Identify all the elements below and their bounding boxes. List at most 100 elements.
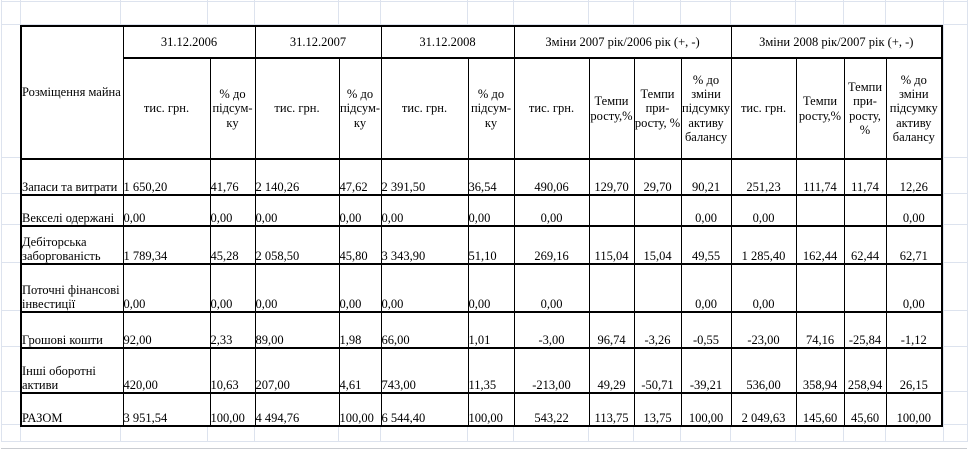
data-cell: 536,00 [730, 347, 797, 394]
data-cell: 10,63 [209, 347, 256, 394]
asset-structure-table: Розміщення майна 31.12.2006 31.12.2007 3… [20, 25, 944, 427]
data-cell: 4 494,76 [254, 392, 340, 427]
data-cell: 13,75 [633, 392, 682, 427]
data-cell: 0,00 [380, 263, 469, 313]
data-cell: 269,16 [513, 225, 590, 265]
subheader-cell: % до підсум-ку [467, 57, 515, 160]
data-cell: -213,00 [513, 347, 590, 394]
data-cell: 0,00 [885, 263, 943, 313]
data-cell: 0,00 [467, 263, 515, 313]
data-cell: 11,35 [467, 347, 515, 394]
data-cell: 0,00 [467, 194, 515, 227]
data-cell: 0,00 [209, 194, 256, 227]
table-row: РАЗОМ 3 951,54 100,00 4 494,76 100,00 6 544,4… [20, 392, 943, 427]
data-cell [795, 194, 845, 227]
data-cell: -50,71 [633, 347, 682, 394]
data-cell: -3,26 [633, 311, 682, 349]
data-cell [633, 263, 682, 313]
row-label: РАЗОМ [20, 392, 124, 427]
data-cell: 2 058,50 [254, 225, 340, 265]
data-cell: 490,06 [513, 158, 590, 196]
data-cell: 1,01 [467, 311, 515, 349]
data-cell: 2 049,63 [730, 392, 797, 427]
subheader-cell: тис. грн. [513, 57, 590, 160]
data-cell: 0,00 [513, 263, 590, 313]
data-cell: 49,29 [588, 347, 635, 394]
subheader-cell: % до зміни підсумку активу балансу [680, 57, 732, 160]
data-cell: 111,74 [795, 158, 845, 196]
data-cell: -3,00 [513, 311, 590, 349]
data-cell: 0,00 [885, 194, 943, 227]
data-cell: -0,55 [680, 311, 732, 349]
table-row: Векселі одержані 0,00 0,00 0,00 0,00 0,00 0,00… [20, 194, 943, 227]
data-cell: 0,00 [338, 263, 382, 313]
data-cell: 26,15 [885, 347, 943, 394]
data-cell [588, 194, 635, 227]
subheader-cell: % до підсум-ку [338, 57, 382, 160]
table-row: Інші оборотні активи 420,00 10,63 207,00 4,6… [20, 347, 943, 394]
data-cell: 2 140,26 [254, 158, 340, 196]
data-cell: 2,33 [209, 311, 256, 349]
data-cell: 113,75 [588, 392, 635, 427]
row-label: Запаси та витрати [20, 158, 124, 196]
data-cell: 6 544,40 [380, 392, 469, 427]
table-row: Грошові кошти 92,00 2,33 89,00 1,98 66,00 1,01… [20, 311, 943, 349]
table-row: Дебіторська заборгованість 1 789,34 45,28 2… [20, 225, 943, 265]
data-cell: 47,62 [338, 158, 382, 196]
data-cell [843, 263, 887, 313]
data-cell: 90,21 [680, 158, 732, 196]
header-group-2006: 31.12.2006 [122, 25, 256, 59]
data-cell: 0,00 [122, 263, 211, 313]
row-label: Грошові кошти [20, 311, 124, 349]
subheader-cell: % до зміни підсумку активу балансу [885, 57, 943, 160]
data-cell: 92,00 [122, 311, 211, 349]
row-label: Поточні фінансові інвестиції [20, 263, 124, 313]
corner-header-cell: Розміщення майна [20, 25, 124, 160]
data-cell: 89,00 [254, 311, 340, 349]
subheader-cell: тис. грн. [380, 57, 469, 160]
header-group-change-2007-2006: Зміни 2007 рік/2006 рік (+, -) [513, 25, 732, 59]
subheader-cell: Темпи росту,% [795, 57, 845, 160]
data-cell: 0,00 [254, 263, 340, 313]
data-cell [795, 263, 845, 313]
data-cell: 251,23 [730, 158, 797, 196]
data-cell: 15,04 [633, 225, 682, 265]
data-cell: 66,00 [380, 311, 469, 349]
data-cell: 41,76 [209, 158, 256, 196]
data-cell: 100,00 [680, 392, 732, 427]
data-cell: 0,00 [209, 263, 256, 313]
header-group-change-2008-2007: Зміни 2008 рік/2007 рік (+, -) [730, 25, 943, 59]
data-cell: 0,00 [338, 194, 382, 227]
data-cell: 51,10 [467, 225, 515, 265]
subheader-cell: % до підсум-ку [209, 57, 256, 160]
data-cell [843, 194, 887, 227]
data-cell: 100,00 [338, 392, 382, 427]
data-cell: 145,60 [795, 392, 845, 427]
data-cell: 74,16 [795, 311, 845, 349]
data-cell [588, 263, 635, 313]
data-cell: 162,44 [795, 225, 845, 265]
data-cell: 100,00 [467, 392, 515, 427]
data-cell: 4,61 [338, 347, 382, 394]
row-label: Інші оборотні активи [20, 347, 124, 394]
data-cell: 36,54 [467, 158, 515, 196]
data-cell: 0,00 [254, 194, 340, 227]
data-cell: 49,55 [680, 225, 732, 265]
subheader-cell: Темпи при-росту, % [843, 57, 887, 160]
data-cell: -1,12 [885, 311, 943, 349]
table-row: Запаси та витрати 1 650,20 41,76 2 140,26 47… [20, 158, 943, 196]
data-cell: 743,00 [380, 347, 469, 394]
data-cell: 1 789,34 [122, 225, 211, 265]
subheader-cell: Темпи росту,% [588, 57, 635, 160]
header-sub-row: тис. грн. % до підсум-ку тис. грн. % до … [21, 57, 943, 160]
data-cell: 11,74 [843, 158, 887, 196]
data-cell: 1 285,40 [730, 225, 797, 265]
data-cell: 543,22 [513, 392, 590, 427]
data-cell: 62,71 [885, 225, 943, 265]
data-cell: 129,70 [588, 158, 635, 196]
subheader-cell: Темпи при-росту, % [633, 57, 682, 160]
data-cell: 62,44 [843, 225, 887, 265]
data-cell: 45,60 [843, 392, 887, 427]
table-row: Поточні фінансові інвестиції 0,00 0,00 0,00… [20, 263, 943, 313]
data-cell: 100,00 [885, 392, 943, 427]
